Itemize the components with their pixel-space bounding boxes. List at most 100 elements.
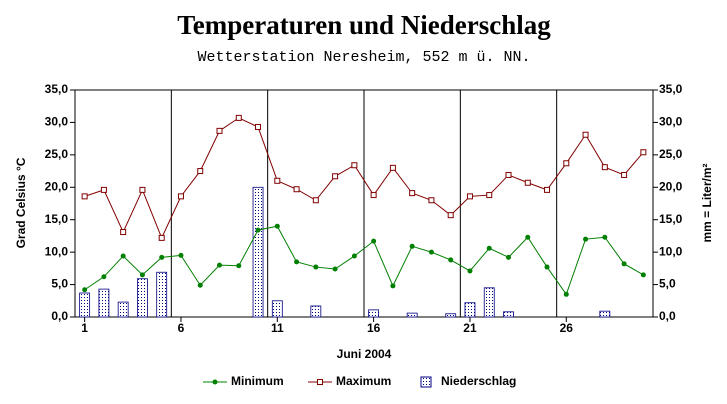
- legend-marker: [212, 379, 218, 385]
- marker: [582, 131, 589, 138]
- y2-tick-label: 10,0: [659, 244, 683, 258]
- x-tick-label: 1: [81, 321, 88, 335]
- marker: [601, 164, 608, 171]
- marker: [506, 254, 511, 260]
- marker: [255, 227, 261, 233]
- bar: [79, 292, 91, 318]
- marker: [217, 262, 222, 268]
- y-tick-label: 15,0: [45, 212, 69, 226]
- bar: [137, 278, 148, 318]
- legend-label: Maximum: [336, 374, 391, 388]
- y-tick-label: 25,0: [45, 147, 69, 161]
- y-tick-label: 30,0: [45, 115, 69, 129]
- bar: [445, 313, 457, 318]
- legend-label: Minimum: [231, 374, 284, 388]
- marker: [486, 245, 492, 251]
- legend-swatch: [420, 376, 432, 388]
- marker: [312, 197, 319, 204]
- line: [84, 225, 644, 296]
- marker: [158, 234, 165, 241]
- x-tick-label: 21: [463, 321, 477, 335]
- marker: [82, 287, 88, 293]
- marker: [293, 186, 300, 193]
- line: [84, 117, 644, 240]
- marker: [428, 249, 434, 255]
- chart-title: Temperaturen und Niederschlag: [177, 10, 551, 40]
- y-tick-label: 10,0: [45, 244, 69, 258]
- marker: [371, 238, 377, 244]
- marker: [602, 234, 608, 240]
- y-tick-label: 0,0: [51, 309, 68, 323]
- marker: [120, 253, 126, 259]
- marker: [274, 223, 280, 229]
- y2-tick-label: 30,0: [659, 115, 683, 129]
- marker: [428, 197, 435, 204]
- bar: [483, 287, 495, 318]
- marker: [197, 168, 204, 175]
- marker: [255, 123, 262, 130]
- marker: [197, 282, 203, 288]
- bar: [406, 312, 418, 318]
- bar: [156, 271, 168, 318]
- marker: [524, 179, 531, 186]
- x-tick-label: 11: [271, 321, 284, 335]
- marker: [389, 164, 396, 171]
- marker: [544, 186, 551, 193]
- marker: [235, 114, 242, 121]
- marker: [216, 127, 223, 134]
- y2-tick-label: 25,0: [659, 147, 683, 161]
- marker: [466, 193, 473, 200]
- y2-tick-label: 20,0: [659, 179, 683, 193]
- marker: [81, 193, 88, 200]
- legend-marker: [317, 379, 323, 385]
- marker: [351, 253, 357, 259]
- bar: [503, 311, 514, 318]
- marker: [332, 266, 338, 272]
- y-tick-label: 5,0: [51, 277, 68, 291]
- y-tick-label: 35,0: [45, 82, 69, 96]
- marker: [139, 272, 145, 278]
- marker: [563, 160, 570, 167]
- marker: [313, 264, 319, 270]
- x-tick-label: 26: [560, 321, 574, 335]
- marker: [294, 259, 300, 265]
- marker: [525, 234, 531, 240]
- bar: [271, 300, 283, 318]
- bar: [117, 301, 129, 318]
- bar: [368, 309, 380, 318]
- y2-axis-title: mm = Liter/m²: [700, 163, 714, 242]
- marker: [274, 177, 281, 184]
- marker: [621, 171, 628, 178]
- x-axis-title: Juni 2004: [337, 347, 392, 361]
- marker: [139, 186, 146, 193]
- legend-label: Niederschlag: [441, 374, 516, 388]
- y2-tick-label: 15,0: [659, 212, 683, 226]
- marker: [120, 229, 127, 236]
- marker: [409, 243, 415, 249]
- bar: [310, 305, 322, 318]
- marker: [563, 291, 569, 297]
- y2-tick-label: 5,0: [659, 277, 676, 291]
- chart-subtitle: Wetterstation Neresheim, 552 m ü. NN.: [197, 49, 530, 66]
- x-tick-label: 16: [367, 321, 381, 335]
- marker: [640, 272, 646, 278]
- bar: [98, 288, 110, 318]
- marker: [100, 186, 107, 193]
- marker: [178, 252, 184, 258]
- marker: [448, 257, 454, 263]
- marker: [486, 192, 493, 199]
- marker: [159, 254, 165, 260]
- bar: [599, 310, 611, 318]
- marker: [409, 190, 416, 197]
- bar: [252, 186, 264, 318]
- plot-frame: [74, 89, 654, 318]
- marker: [583, 236, 589, 242]
- bar: [464, 302, 476, 318]
- marker: [467, 268, 473, 274]
- marker: [640, 149, 647, 156]
- x-tick-label: 6: [178, 321, 185, 335]
- y-tick-label: 20,0: [45, 179, 69, 193]
- y-axis-title: Grad Celsius °C: [14, 157, 28, 248]
- marker: [351, 162, 358, 169]
